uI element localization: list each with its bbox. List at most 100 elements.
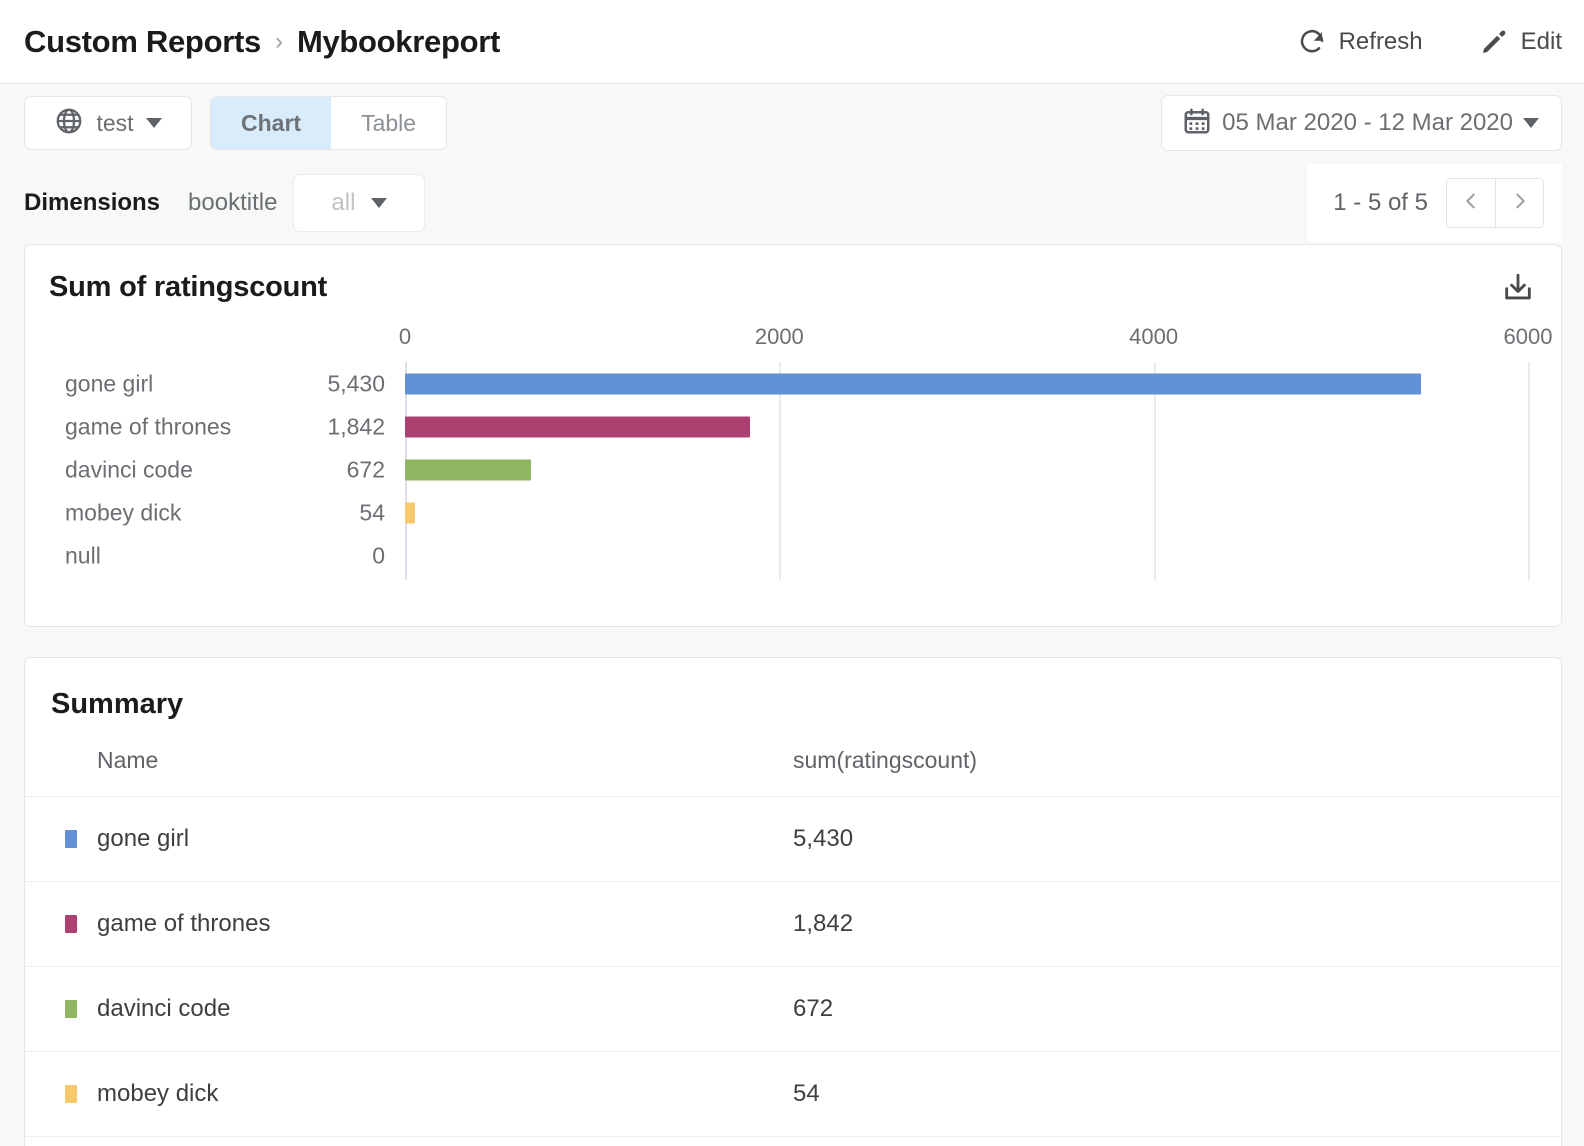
- view-toggle-group: Chart Table: [210, 96, 448, 150]
- toolbar-band: test Chart Table: [0, 84, 1584, 1146]
- chart-bar-rows: gone girl 5,430 game of thrones 1,842 davinc…: [25, 362, 1561, 577]
- breadcrumb-root-link[interactable]: Custom Reports: [24, 23, 261, 59]
- cell-name: mobey dick: [25, 1051, 793, 1137]
- pagination-next-button[interactable]: [1495, 179, 1543, 227]
- bar-category-label: gone girl: [65, 370, 154, 396]
- chevron-down-icon: [145, 118, 162, 128]
- refresh-button[interactable]: Refresh: [1297, 27, 1423, 57]
- bar-category-label: davinci code: [65, 456, 193, 482]
- legend-swatch-icon: [65, 1085, 77, 1103]
- chart-bar-row: gone girl 5,430: [25, 362, 1561, 405]
- data-source-select[interactable]: test: [24, 96, 192, 150]
- cell-value: 1,842: [793, 881, 1561, 967]
- chart-bar[interactable]: [405, 502, 416, 523]
- tab-table[interactable]: Table: [361, 109, 417, 136]
- toolbar: test Chart Table: [24, 84, 1562, 162]
- refresh-label: Refresh: [1338, 27, 1423, 55]
- table-row[interactable]: game of thrones 1,842: [25, 881, 1561, 967]
- cell-name: game of thrones: [25, 881, 793, 967]
- dimensions-label: Dimensions: [24, 189, 161, 216]
- chart-bar[interactable]: [405, 373, 1422, 394]
- data-source-value: test: [96, 109, 134, 136]
- table-row[interactable]: mobey dick 54: [25, 1051, 1561, 1137]
- row-name-label: davinci code: [97, 995, 231, 1022]
- cell-value: 54: [793, 1051, 1561, 1137]
- x-axis-tick-label: 4000: [1129, 324, 1179, 349]
- chart-x-axis: 0 2000 4000 6000: [25, 324, 1561, 358]
- summary-table: Name sum(ratingscount) gone girl 5,430 gam…: [25, 747, 1561, 1146]
- bar-category-label: mobey dick: [65, 499, 182, 525]
- pagination-range: 1 - 5 of 5: [1333, 189, 1428, 216]
- summary-title: Summary: [51, 688, 184, 720]
- page-header: Custom Reports › Mybookreport Refresh Ed…: [0, 0, 1584, 84]
- chart-bar[interactable]: [405, 416, 750, 437]
- date-range-value: 05 Mar 2020 - 12 Mar 2020: [1222, 109, 1513, 136]
- x-axis-tick-label: 2000: [754, 324, 804, 349]
- chart-card-header: Sum of ratingscount: [25, 245, 1561, 310]
- globe-icon: [54, 106, 84, 141]
- cell-name: null: [25, 1136, 793, 1146]
- cell-value: 0: [793, 1136, 1561, 1146]
- chevron-left-icon: [1460, 190, 1482, 217]
- cell-name: davinci code: [25, 966, 793, 1052]
- pagination-prev-button[interactable]: [1447, 179, 1495, 227]
- row-name-label: gone girl: [97, 825, 190, 852]
- edit-label: Edit: [1520, 27, 1562, 55]
- dimension-filter-select[interactable]: all: [293, 174, 426, 232]
- dimension-filter-value: all: [331, 189, 356, 216]
- tab-chart[interactable]: Chart: [211, 97, 332, 149]
- table-row[interactable]: davinci code 672: [25, 966, 1561, 1052]
- chevron-down-icon: [1523, 118, 1539, 128]
- x-axis-tick-label: 0: [398, 324, 412, 349]
- chart-card: Sum of ratingscount 0 2000 4000 6000 gone g…: [24, 244, 1562, 627]
- edit-button[interactable]: Edit: [1479, 27, 1562, 57]
- chart-bar[interactable]: [405, 459, 531, 480]
- table-header-row: Name sum(ratingscount): [25, 747, 1561, 797]
- legend-swatch-icon: [65, 830, 77, 848]
- gridline: [779, 362, 782, 580]
- row-name-label: game of thrones: [97, 910, 271, 937]
- table-row[interactable]: gone girl 5,430: [25, 796, 1561, 882]
- download-icon: [1501, 273, 1535, 309]
- bar-value-label: 5,430: [327, 370, 385, 396]
- cell-name: gone girl: [25, 796, 793, 882]
- gridline: [1528, 362, 1530, 580]
- bar-category-label: null: [65, 542, 101, 568]
- pagination: 1 - 5 of 5: [1307, 164, 1562, 242]
- dimensions-row: Dimensions booktitle all 1 - 5 of 5: [24, 162, 1562, 244]
- x-axis-tick-label: 6000: [1503, 324, 1553, 349]
- chart-title: Sum of ratingscount: [49, 271, 328, 303]
- cell-value: 672: [793, 966, 1561, 1052]
- bar-chart: 0 2000 4000 6000 gone girl 5,430 game of thro…: [25, 324, 1561, 600]
- bar-category-label: game of thrones: [65, 413, 232, 439]
- bar-value-label: 672: [346, 456, 385, 482]
- cell-value: 5,430: [793, 796, 1561, 882]
- pencil-icon: [1479, 27, 1509, 57]
- dimension-field-label: booktitle: [188, 189, 278, 216]
- chart-bar-row: game of thrones 1,842: [25, 405, 1561, 448]
- gridline: [1153, 362, 1156, 580]
- column-header-name: Name: [25, 747, 793, 797]
- chart-bar-row: null 0: [25, 534, 1561, 577]
- bar-value-label: 54: [359, 499, 385, 525]
- chevron-down-icon: [371, 198, 388, 208]
- chart-bar-row: mobey dick 54: [25, 491, 1561, 534]
- download-button[interactable]: [1501, 271, 1535, 310]
- chart-bar-row: davinci code 672: [25, 448, 1561, 491]
- legend-swatch-icon: [65, 915, 77, 933]
- calendar-icon: [1182, 106, 1212, 141]
- column-header-value: sum(ratingscount): [793, 747, 1561, 797]
- breadcrumb: Custom Reports › Mybookreport: [24, 24, 500, 60]
- chevron-right-icon: ›: [274, 27, 283, 55]
- summary-card: Summary Name sum(ratingscount) gone girl…: [24, 657, 1562, 1146]
- pagination-buttons: [1446, 178, 1544, 228]
- row-name-label: mobey dick: [97, 1080, 219, 1107]
- bar-value-label: 0: [372, 542, 385, 568]
- page-title: Mybookreport: [296, 23, 501, 59]
- chevron-right-icon: [1509, 190, 1531, 217]
- bar-value-label: 1,842: [327, 413, 385, 439]
- date-range-picker[interactable]: 05 Mar 2020 - 12 Mar 2020: [1161, 95, 1562, 151]
- refresh-icon: [1297, 27, 1327, 57]
- legend-swatch-icon: [65, 1000, 77, 1018]
